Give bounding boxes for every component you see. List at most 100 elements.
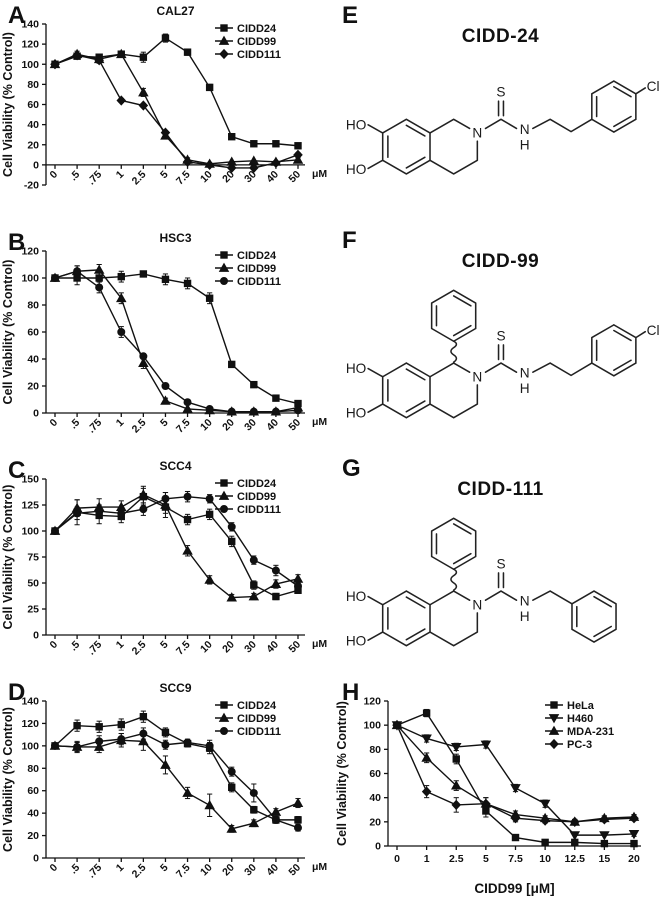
svg-text:120: 120 <box>21 246 39 258</box>
panel-c: C 0 25 50 75 100 125 150 0 .5.75 1 2.5 5 7.5 10 20 30 40… <box>0 455 333 677</box>
atom-s: S <box>496 556 505 571</box>
structure-cidd24: HO HO S N N H Cl <box>345 79 659 177</box>
svg-text:HeLa: HeLa <box>567 700 595 712</box>
svg-text:120: 120 <box>21 718 39 730</box>
svg-text:20: 20 <box>220 168 237 185</box>
svg-text:5: 5 <box>158 417 171 430</box>
svg-text:Cell Viability (% Control): Cell Viability (% Control) <box>1 260 15 405</box>
svg-text:Cell Viability (% Control): Cell Viability (% Control) <box>335 701 349 846</box>
atom-n-amide: N <box>519 122 529 137</box>
svg-text:20: 20 <box>369 816 381 828</box>
atom-ho-lower: HO <box>345 162 365 177</box>
svg-text:10: 10 <box>198 639 215 656</box>
svg-text:50: 50 <box>27 578 39 590</box>
atom-n-amide: N <box>519 366 529 381</box>
svg-text:100: 100 <box>363 720 381 732</box>
svg-text:150: 150 <box>21 474 39 486</box>
svg-text:2.5: 2.5 <box>130 639 149 658</box>
atom-s: S <box>496 328 505 343</box>
svg-text:30: 30 <box>242 639 259 656</box>
svg-text:40: 40 <box>264 639 281 656</box>
svg-text:SCC4: SCC4 <box>159 459 191 473</box>
svg-text:CIDD24: CIDD24 <box>237 250 277 262</box>
svg-text:12.5: 12.5 <box>565 853 586 865</box>
structure-title-cidd24: CIDD-24 <box>461 26 540 47</box>
svg-text:.75: .75 <box>85 168 104 187</box>
svg-text:μM: μM <box>312 638 327 650</box>
svg-text:20: 20 <box>220 862 237 879</box>
panel-letter-f: F <box>342 227 357 254</box>
svg-text:0: 0 <box>33 159 39 171</box>
svg-text:.75: .75 <box>85 417 104 436</box>
atom-ho-lower: HO <box>345 406 365 421</box>
svg-text:CIDD99 [μM]: CIDD99 [μM] <box>474 881 554 896</box>
svg-text:HSC3: HSC3 <box>159 231 191 245</box>
atom-h-amide: H <box>519 381 529 396</box>
svg-text:60: 60 <box>27 327 39 339</box>
svg-text:20: 20 <box>27 381 39 393</box>
svg-text:.75: .75 <box>85 639 104 658</box>
svg-text:7.5: 7.5 <box>174 862 193 881</box>
svg-text:0: 0 <box>48 639 61 652</box>
svg-text:40: 40 <box>27 808 39 820</box>
panel-h: H 0 20 40 60 80 100 120 0 1 2.5 5 7.5 10 12.5 15 20 CIDD… <box>334 677 667 900</box>
svg-text:0: 0 <box>48 168 61 181</box>
svg-text:40: 40 <box>264 417 281 434</box>
chart-scc4: 0 25 50 75 100 125 150 0 .5.75 1 2.5 5 7.5 10 20 30 40 50… <box>1 459 327 658</box>
svg-text:1: 1 <box>424 853 430 865</box>
atom-n-ring: N <box>472 597 482 612</box>
svg-text:1: 1 <box>114 639 127 652</box>
svg-text:CIDD99: CIDD99 <box>237 713 276 725</box>
svg-text:0: 0 <box>33 853 39 865</box>
atom-s: S <box>496 85 505 100</box>
svg-text:CIDD24: CIDD24 <box>237 700 277 712</box>
panel-letter-e: E <box>342 2 359 29</box>
svg-text:μM: μM <box>312 416 327 428</box>
svg-text:100: 100 <box>21 526 39 538</box>
atom-ho-upper: HO <box>345 117 365 132</box>
svg-text:CIDD99: CIDD99 <box>237 491 276 503</box>
svg-text:CIDD99: CIDD99 <box>237 263 276 275</box>
svg-text:7.5: 7.5 <box>174 639 193 658</box>
svg-text:PC-3: PC-3 <box>567 739 592 751</box>
svg-text:100: 100 <box>21 740 39 752</box>
svg-text:0: 0 <box>48 417 61 430</box>
atom-ho-upper: HO <box>345 361 365 376</box>
chart-scc9: 0 20 40 60 80 100 120 140 0 .5.75 1 2.5 5 7.5 10 20 30 40… <box>1 681 327 881</box>
atom-ho-upper: HO <box>345 589 365 604</box>
svg-text:-20: -20 <box>24 180 39 192</box>
svg-text:20: 20 <box>27 830 39 842</box>
svg-text:140: 140 <box>21 19 39 31</box>
svg-text:.5: .5 <box>68 168 83 183</box>
svg-text:10: 10 <box>198 417 215 434</box>
svg-text:.5: .5 <box>68 417 83 432</box>
svg-text:7.5: 7.5 <box>174 168 193 187</box>
panel-a: A -20 0 20 40 60 80 100 120 140 0 .5.75 1 2.5 5 7.5 10 2… <box>0 0 333 227</box>
atom-h-amide: H <box>519 137 529 152</box>
svg-text:80: 80 <box>27 763 39 775</box>
svg-text:20: 20 <box>220 417 237 434</box>
svg-text:60: 60 <box>369 768 381 780</box>
structure-title-cidd99: CIDD-99 <box>461 251 540 272</box>
svg-text:CAL27: CAL27 <box>156 4 194 18</box>
svg-text:100: 100 <box>21 273 39 285</box>
chart-cal27: -20 0 20 40 60 80 100 120 140 0 .5.75 1 2.5 5 7.5 10 20 3… <box>1 4 327 192</box>
panel-e: E CIDD-24 HO HO S N N H Cl <box>334 0 667 225</box>
structure-title-cidd111: CIDD-111 <box>457 479 544 500</box>
svg-text:2.5: 2.5 <box>130 168 149 187</box>
svg-text:40: 40 <box>27 354 39 366</box>
svg-text:CIDD111: CIDD111 <box>237 49 281 61</box>
panel-g: G CIDD-111 HO HO S N N H <box>334 453 667 677</box>
panel-b: B 0 20 40 60 80 100 120 0 .5.75 1 2.5 5 7.5 10 20 30 40 5… <box>0 227 333 455</box>
svg-text:140: 140 <box>21 696 39 708</box>
svg-text:Cell Viability (% Control): Cell Viability (% Control) <box>1 32 15 177</box>
svg-text:2.5: 2.5 <box>130 862 149 881</box>
svg-text:.5: .5 <box>68 639 83 654</box>
svg-text:40: 40 <box>264 168 281 185</box>
svg-text:40: 40 <box>369 792 381 804</box>
svg-text:5: 5 <box>158 639 171 652</box>
atom-h-amide: H <box>519 609 529 624</box>
svg-text:80: 80 <box>27 300 39 312</box>
svg-text:60: 60 <box>27 785 39 797</box>
